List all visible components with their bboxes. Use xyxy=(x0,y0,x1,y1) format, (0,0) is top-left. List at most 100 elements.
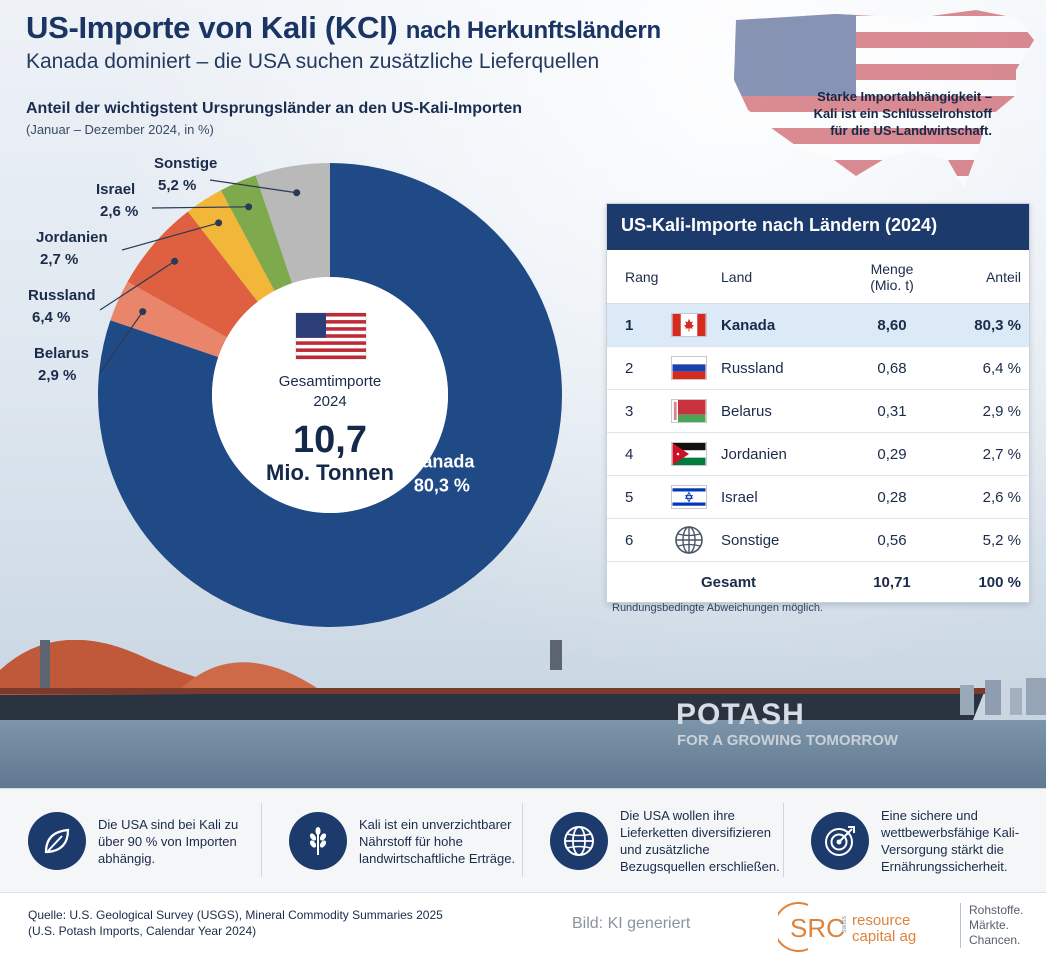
row-anteil: 80,3 % xyxy=(974,316,1021,334)
col-menge-line-1: Menge xyxy=(870,260,914,277)
slice-label-belarus-value: 2,9 % xyxy=(38,367,76,384)
table-row: 1 Kanada 8,60 80,3 % xyxy=(607,304,1029,347)
slice-israel xyxy=(220,175,293,291)
facts-band: Die USA sind bei Kali zu über 90 % von I… xyxy=(0,788,1046,892)
us-flag-map-background xyxy=(734,10,1034,188)
slice-jordanien xyxy=(187,190,275,302)
col-anteil: Anteil xyxy=(985,268,1021,285)
us-flag-icon xyxy=(295,312,367,360)
total-menge: 10,71 xyxy=(873,573,911,591)
donut-labels: Kanada 80,3 % Belarus 2,9 % Russland 6,4 % Jor… xyxy=(28,155,475,495)
col-menge: Menge (Mio. t) xyxy=(841,261,943,293)
logo-abbr: SRC xyxy=(790,913,845,943)
fact-text: Die USA wollen ihre Lieferketten diversi… xyxy=(620,808,780,874)
slice-label-kanada-name: Kanada xyxy=(409,451,475,471)
dependency-callout: Starke Importabhängigkeit – Kali ist ein… xyxy=(752,88,992,139)
imports-table: US-Kali-Importe nach Ländern (2024) Rang… xyxy=(606,203,1030,603)
leader-dot-belarus xyxy=(139,308,147,316)
row-rang: 4 xyxy=(625,445,634,463)
row-anteil: 2,6 % xyxy=(982,488,1021,506)
table-total-row: Gesamt 10,71 100 % xyxy=(607,562,1029,602)
row-menge: 0,29 xyxy=(877,445,907,463)
callout-line-1: Starke Importabhängigkeit – xyxy=(817,89,992,104)
slice-belarus xyxy=(110,281,228,357)
leader-dot-israel xyxy=(245,203,253,211)
fact-text: Eine sichere und wettbewerbsfähige Kali-… xyxy=(881,808,1020,874)
globe-icon xyxy=(675,526,703,554)
donut-hole xyxy=(212,277,448,513)
jordan-flag-icon xyxy=(671,442,707,466)
slice-label-belarus-name: Belarus xyxy=(34,345,89,362)
row-rang: 5 xyxy=(625,488,634,506)
fact-text: Die USA sind bei Kali zu über 90 % von I… xyxy=(98,816,239,866)
footer: Quelle: U.S. Geological Survey (USGS), M… xyxy=(0,892,1046,960)
logo-line-2: capital ag xyxy=(852,928,916,945)
fact-item: Kali ist ein unverzichtbarer Nährstoff f… xyxy=(261,789,522,893)
slice-label-jordanien-value: 2,7 % xyxy=(40,251,78,268)
claim-line-3: Chancen. xyxy=(969,933,1021,947)
row-menge: 0,31 xyxy=(877,402,907,420)
callout-line-3: für die US-Landwirtschaft. xyxy=(830,123,992,138)
leader-line-sonstige xyxy=(209,179,297,194)
globe-icon xyxy=(564,826,594,856)
callout-line-2: Kali ist ein Schlüsselrohstoff xyxy=(813,106,992,121)
row-anteil: 6,4 % xyxy=(982,359,1021,377)
belarus-flag-icon xyxy=(671,399,707,423)
src-logo: SRC swiss resource capital ag xyxy=(778,902,916,952)
slice-label-sonstige-value: 5,2 % xyxy=(158,177,196,194)
row-land: Israel xyxy=(721,488,758,506)
row-rang: 6 xyxy=(625,531,634,549)
center-label-line-2: 2024 xyxy=(313,393,346,410)
leader-line-israel xyxy=(151,206,249,209)
col-land: Land xyxy=(721,268,753,285)
leader-dot-jordanien xyxy=(215,219,223,227)
leader-line-jordanien xyxy=(121,222,219,251)
chart-title: Anteil der wichtigstent Ursprungsländer … xyxy=(26,100,523,117)
claim-line-1: Rohstoffe. xyxy=(969,903,1024,917)
leader-dot-russland xyxy=(171,257,179,265)
total-anteil: 100 % xyxy=(978,573,1021,591)
table-row: 2 Russland 0,68 6,4 % xyxy=(607,347,1029,390)
logo-line-1: resource xyxy=(852,912,910,929)
total-label: Gesamt xyxy=(701,573,757,591)
leader-dot-sonstige xyxy=(293,189,301,197)
col-rang: Rang xyxy=(625,268,659,285)
fact-item: Die USA sind bei Kali zu über 90 % von I… xyxy=(0,789,261,893)
row-land: Russland xyxy=(721,359,784,377)
row-land: Belarus xyxy=(721,402,772,420)
fact-text: Kali ist ein unverzichtbarer Nährstoff f… xyxy=(359,816,516,866)
title-rest: nach Herkunftsländern xyxy=(405,17,661,44)
row-rang: 1 xyxy=(625,316,634,334)
table-title: US-Kali-Importe nach Ländern (2024) xyxy=(607,204,1029,250)
center-total-unit: Mio. Tonnen xyxy=(266,460,394,485)
leader-line-russland xyxy=(99,260,175,311)
row-rang: 3 xyxy=(625,402,634,420)
slice-label-jordanien-name: Jordanien xyxy=(36,229,108,246)
source-line-1: Quelle: U.S. Geological Survey (USGS), M… xyxy=(28,908,443,922)
slice-label-russland-value: 6,4 % xyxy=(32,309,70,326)
ship-name: POTASH xyxy=(676,698,805,731)
table-row: 3 Belarus 0,31 2,9 % xyxy=(607,390,1029,433)
table-header-row: Rang Land Menge (Mio. t) Anteil xyxy=(607,250,1029,304)
col-menge-line-2: (Mio. t) xyxy=(870,276,914,293)
center-label-line-1: Gesamtimporte xyxy=(279,373,382,390)
leader-line-belarus xyxy=(99,311,144,374)
row-menge: 8,60 xyxy=(877,316,907,334)
image-credit: Bild: KI generiert xyxy=(572,915,691,932)
source-line-2: (U.S. Potash Imports, Calendar Year 2024… xyxy=(28,924,257,938)
page-subtitle: Kanada dominiert – die USA suchen zusätz… xyxy=(26,50,600,73)
row-menge: 0,28 xyxy=(877,488,907,506)
row-land: Sonstige xyxy=(721,531,780,549)
table-row: 6 Sonstige 0,56 5,2 % xyxy=(607,519,1029,562)
slice-label-russland-name: Russland xyxy=(28,287,96,304)
page-title: US-Importe von Kali (KCl) nach Herkunfts… xyxy=(26,10,661,46)
row-anteil: 2,9 % xyxy=(982,402,1021,420)
russia-flag-icon xyxy=(671,356,707,380)
slice-russland xyxy=(127,211,258,338)
row-rang: 2 xyxy=(625,359,634,377)
row-land: Kanada xyxy=(721,316,776,334)
slice-sonstige xyxy=(255,163,330,284)
ship-slogan: FOR A GROWING TOMORROW xyxy=(677,732,899,749)
slice-label-israel-name: Israel xyxy=(96,181,135,198)
table-note: Rundungsbedingte Abweichungen möglich. xyxy=(612,602,823,614)
